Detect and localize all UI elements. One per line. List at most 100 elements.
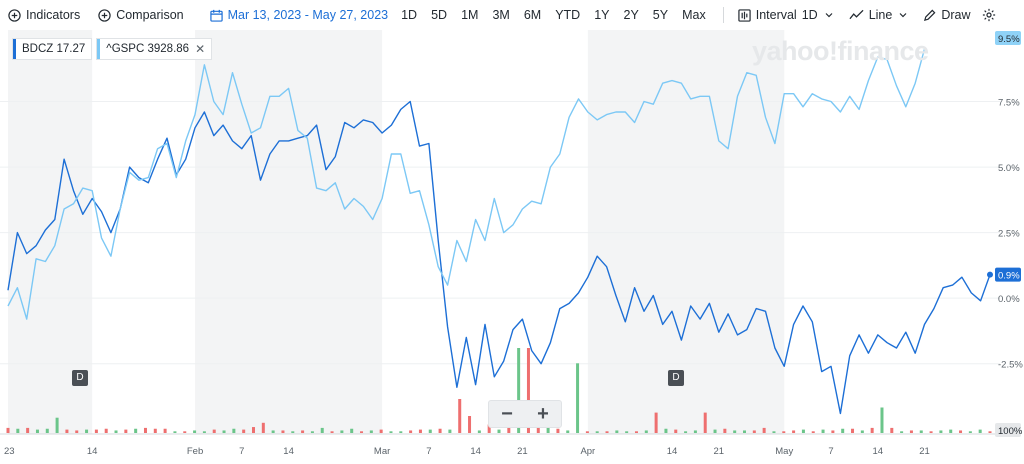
legend-color-bar <box>13 39 16 59</box>
legend-item-bdcz[interactable]: BDCZ 17.27 <box>12 38 93 60</box>
volume-bar <box>75 430 79 433</box>
chart-type-dropdown[interactable]: Line <box>849 8 908 22</box>
close-icon[interactable]: ✕ <box>195 42 206 56</box>
series-line-bdcz[interactable] <box>7 100 991 415</box>
x-tick-label: 14 <box>667 446 678 457</box>
series-line-gspc[interactable] <box>7 48 926 320</box>
volume-bar <box>526 348 530 433</box>
volume-bar <box>65 429 69 433</box>
volume-bar <box>615 430 619 433</box>
range-button-1d[interactable]: 1D <box>401 8 418 22</box>
volume-bar <box>576 363 580 433</box>
volume-bar <box>900 431 904 433</box>
bdcz-last-value-tag-bg <box>995 267 1021 282</box>
dividend-badge[interactable]: D <box>72 370 88 386</box>
x-tick-label: 23 <box>4 446 15 457</box>
volume-bar <box>988 431 992 433</box>
volume-bar <box>448 429 452 433</box>
x-tick-label: 21 <box>919 446 930 457</box>
volume-bar <box>369 430 373 433</box>
volume-scale-tag: 100% <box>998 426 1023 437</box>
zoom-in-button[interactable]: + <box>537 402 549 425</box>
volume-bar <box>605 431 609 433</box>
legend-item-gspc[interactable]: ^GSPC 3928.86 ✕ <box>96 38 213 60</box>
y-tick-label: 7.5% <box>998 98 1020 109</box>
indicators-button[interactable]: Indicators <box>8 8 80 22</box>
volume-bar <box>733 430 737 433</box>
volume-bar <box>919 430 923 433</box>
volume-bar <box>183 431 187 433</box>
range-button-2y[interactable]: 2Y <box>623 8 639 22</box>
month-band <box>8 30 93 434</box>
volume-bar <box>782 431 786 433</box>
legend-value: 3928.86 <box>147 43 190 55</box>
volume-bar <box>114 430 118 433</box>
legend-value: 17.27 <box>56 43 86 55</box>
volume-bar <box>340 430 344 433</box>
yahoo-finance-watermark: yahoo!finance <box>752 36 929 66</box>
comparison-line-chart[interactable]: 7.5% 5.0% 2.5% 0.0% -2.5% 9.5% 0.9% 100% 23 14 Feb… <box>0 30 1024 464</box>
date-range-picker[interactable]: Mar 13, 2023 - May 27, 2023 <box>209 8 388 22</box>
range-button-ytd[interactable]: YTD <box>555 8 581 22</box>
volume-bar <box>890 427 894 433</box>
x-tick-label: 7 <box>239 446 244 457</box>
volume-bar <box>585 431 589 433</box>
volume-bar <box>350 428 354 433</box>
volume-bar <box>693 430 697 433</box>
range-button-max[interactable]: Max <box>682 8 706 22</box>
volume-bar <box>792 430 796 433</box>
line-chart-icon <box>849 9 864 20</box>
zoom-out-button[interactable]: − <box>501 402 513 425</box>
volume-bar <box>409 430 413 433</box>
volume-bar <box>35 429 39 433</box>
x-tick-label: 14 <box>283 446 294 457</box>
bdcz-last-value-tag: 0.9% <box>998 271 1020 282</box>
volume-bar <box>978 429 982 433</box>
volume-bar <box>222 430 226 433</box>
volume-bar <box>625 431 629 433</box>
range-button-1m[interactable]: 1M <box>461 8 479 22</box>
gspc-last-value-tag-bg <box>995 31 1021 45</box>
toolbar-divider <box>722 7 724 23</box>
dividend-badge[interactable]: D <box>668 370 684 386</box>
volume-bar <box>261 422 265 433</box>
gear-icon[interactable] <box>982 8 996 22</box>
interval-dropdown[interactable]: Interval 1D <box>738 8 833 22</box>
volume-bar <box>831 430 835 433</box>
comparison-button[interactable]: Comparison <box>98 8 184 22</box>
volume-bar <box>880 407 884 433</box>
candle-icon <box>738 8 751 22</box>
volume-bar <box>330 431 334 433</box>
range-button-5d[interactable]: 5D <box>431 8 448 22</box>
volume-bar <box>468 416 472 433</box>
volume-bar <box>909 430 913 433</box>
volume-bar <box>193 430 197 433</box>
month-band <box>195 30 383 434</box>
y-tick-label: 2.5% <box>998 229 1020 240</box>
volume-bar <box>252 427 255 433</box>
volume-bar <box>870 427 874 433</box>
volume-bar <box>566 430 570 433</box>
range-button-5y[interactable]: 5Y <box>652 8 669 22</box>
volume-bar <box>713 429 717 433</box>
line-label: Line <box>868 8 893 22</box>
volume-bar <box>26 427 30 433</box>
volume-bar <box>242 429 246 433</box>
y-tick-label: 0.0% <box>998 294 1020 305</box>
volume-bar <box>517 348 521 433</box>
volume-bar <box>644 430 648 433</box>
volume-bar <box>929 431 933 433</box>
range-button-3m[interactable]: 3M <box>492 8 510 22</box>
volume-bar <box>743 430 746 433</box>
x-tick-label: 14 <box>872 446 883 457</box>
plus-circle-icon <box>98 8 111 22</box>
volume-bar <box>497 429 501 433</box>
range-button-1y[interactable]: 1Y <box>594 8 610 22</box>
legend-symbol: BDCZ <box>22 43 54 55</box>
volume-bar <box>232 428 236 433</box>
volume-bar <box>212 429 216 433</box>
range-button-6m[interactable]: 6M <box>523 8 542 22</box>
draw-button[interactable]: Draw <box>923 8 971 22</box>
volume-bar <box>379 429 383 433</box>
x-tick-label: 14 <box>87 446 98 457</box>
